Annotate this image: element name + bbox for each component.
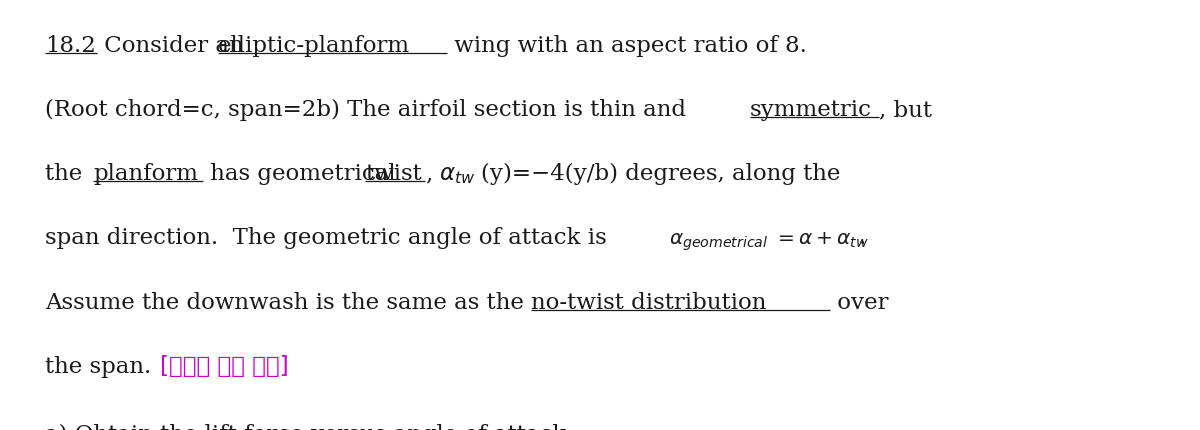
Text: $\alpha_{geometrical}$: $\alpha_{geometrical}$ bbox=[670, 231, 768, 252]
Text: the: the bbox=[44, 163, 89, 185]
Text: Consider an: Consider an bbox=[96, 35, 251, 57]
Text: $\alpha_{tw}$: $\alpha_{tw}$ bbox=[439, 163, 475, 186]
Text: no-twist distribution: no-twist distribution bbox=[530, 291, 767, 313]
Text: [낚시성 내용 포함]: [낚시성 내용 포함] bbox=[160, 354, 289, 377]
Text: elliptic-planform: elliptic-planform bbox=[217, 35, 409, 57]
Text: (Root chord=c, span=2b) The airfoil section is thin and: (Root chord=c, span=2b) The airfoil sect… bbox=[44, 99, 692, 121]
Text: ,: , bbox=[425, 163, 432, 185]
Text: a) Obtain the lift force versus angle of attack.: a) Obtain the lift force versus angle of… bbox=[44, 423, 574, 430]
Text: twist: twist bbox=[365, 163, 421, 185]
Text: symmetric: symmetric bbox=[750, 99, 871, 121]
Text: , but: , but bbox=[878, 99, 931, 121]
Text: span direction.  The geometric angle of attack is: span direction. The geometric angle of a… bbox=[44, 227, 606, 249]
Text: Assume the downwash is the same as the: Assume the downwash is the same as the bbox=[44, 291, 530, 313]
Text: wing with an aspect ratio of 8.: wing with an aspect ratio of 8. bbox=[446, 35, 806, 57]
Text: planform: planform bbox=[94, 163, 198, 185]
Text: $=\alpha+\alpha_{tw}$: $=\alpha+\alpha_{tw}$ bbox=[774, 230, 869, 249]
Text: the span.: the span. bbox=[44, 355, 158, 377]
Text: over: over bbox=[830, 291, 889, 313]
Text: (y)=−4(y/b) degrees, along the: (y)=−4(y/b) degrees, along the bbox=[481, 163, 841, 185]
Text: .: . bbox=[859, 227, 866, 249]
Text: 18.2: 18.2 bbox=[44, 35, 96, 57]
Text: has geometrical: has geometrical bbox=[203, 163, 402, 185]
